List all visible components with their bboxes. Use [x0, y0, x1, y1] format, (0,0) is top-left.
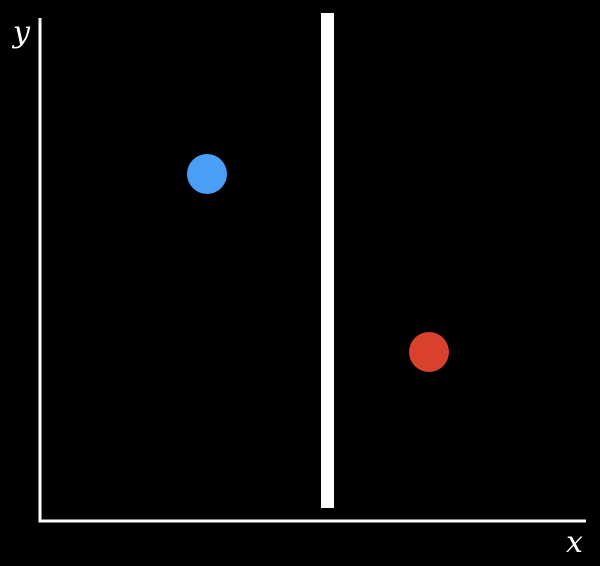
red-point — [409, 332, 449, 372]
y-axis-label: y — [11, 15, 31, 50]
blue-point — [187, 154, 227, 194]
divider-bar — [321, 13, 334, 508]
x-axis-label: x — [566, 525, 583, 560]
